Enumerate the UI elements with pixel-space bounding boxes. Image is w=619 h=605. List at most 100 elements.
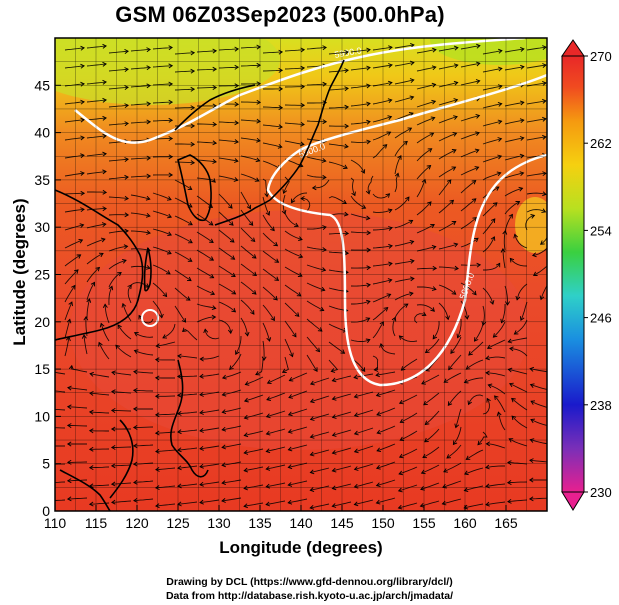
streamline-arrowhead [474, 166, 480, 171]
streamline [354, 445, 374, 453]
streamline [111, 500, 132, 503]
streamline [485, 356, 506, 360]
streamline-arrowhead [266, 337, 272, 342]
x-tick-label: 145 [330, 515, 354, 531]
streamline [485, 483, 506, 487]
streamline-arrowhead [190, 86, 196, 92]
streamline-arrowhead [266, 379, 272, 385]
streamline [508, 438, 528, 447]
streamline [416, 267, 437, 270]
streamline [394, 303, 409, 319]
streamline [482, 103, 502, 109]
streamline [310, 395, 330, 403]
streamline-arrowhead [376, 411, 381, 417]
streamline-arrowhead [199, 499, 204, 505]
streamline [130, 230, 151, 234]
colorbar-body [561, 55, 585, 493]
streamline [67, 497, 88, 500]
streamline [240, 46, 261, 49]
streamline-arrowhead [520, 64, 525, 70]
streamline [438, 179, 452, 196]
streamline [262, 322, 271, 342]
streamline [130, 175, 151, 178]
streamline [284, 212, 299, 227]
streamline-arrowhead [432, 265, 438, 271]
streamline-arrowhead [472, 217, 478, 222]
streamline [310, 503, 330, 509]
streamline [218, 121, 239, 124]
streamline [199, 427, 220, 432]
streamline-arrowhead [399, 418, 405, 424]
streamline-arrowhead [124, 195, 129, 201]
streamline-arrowhead [509, 382, 514, 388]
streamline [438, 166, 456, 178]
streamline-arrowhead [162, 292, 168, 298]
streamline [196, 68, 217, 71]
streamline-arrowhead [100, 237, 106, 243]
streamline [130, 103, 151, 106]
streamline-arrowhead [188, 238, 193, 244]
streamline-arrowhead [410, 258, 415, 264]
typhoon-contour [141, 309, 159, 327]
streamline-arrowhead [394, 172, 400, 178]
streamline-arrowhead [102, 169, 107, 175]
streamline-arrowhead [199, 356, 204, 362]
streamline [350, 317, 370, 323]
streamline-arrowhead [210, 290, 216, 296]
streamline-arrowhead [474, 148, 480, 154]
streamline-arrowhead [471, 180, 477, 185]
streamline [376, 497, 396, 504]
streamline [372, 64, 393, 69]
streamline [86, 81, 107, 85]
streamline [310, 485, 330, 491]
streamline [350, 102, 371, 107]
streamline-arrowhead [46, 388, 50, 392]
streamline-arrowhead [251, 290, 257, 295]
streamline [262, 124, 283, 128]
streamline-arrowhead [102, 79, 107, 85]
x-axis-label: Longitude (degrees) [219, 538, 383, 557]
streamline [372, 355, 379, 371]
streamline-arrowhead [497, 101, 503, 107]
streamline-arrowhead [375, 482, 381, 488]
streamline-arrowhead [431, 286, 437, 291]
streamline-arrowhead [243, 503, 248, 509]
streamline-arrowhead [353, 448, 359, 454]
streamline [394, 79, 414, 85]
streamline [328, 87, 349, 91]
streamline-arrowhead [66, 478, 72, 484]
streamline-arrowhead [209, 238, 214, 244]
y-tick-label: 40 [34, 125, 50, 141]
streamline-arrowhead [110, 481, 116, 487]
streamline-arrowhead [473, 237, 479, 243]
streamline-arrowhead [397, 155, 402, 160]
streamline [529, 459, 547, 463]
streamline-arrowhead [464, 315, 470, 320]
streamline-arrowhead [80, 117, 85, 123]
streamline [526, 136, 546, 141]
streamline [130, 48, 151, 52]
streamline [354, 463, 374, 470]
streamline-arrowhead [234, 64, 240, 70]
streamline [262, 51, 283, 54]
streamline [86, 282, 95, 301]
streamline [152, 228, 172, 236]
streamline [199, 481, 220, 486]
streamline-arrowhead [456, 333, 462, 339]
streamline [155, 503, 176, 507]
streamline [240, 317, 249, 336]
streamline [177, 465, 198, 469]
streamline-arrowhead [234, 158, 239, 163]
streamline-arrowhead [300, 102, 306, 108]
streamline-arrowhead [379, 342, 384, 348]
streamline [504, 66, 524, 71]
streamline [401, 358, 418, 371]
streamline [240, 137, 261, 142]
streamline-arrowhead [133, 497, 138, 503]
streamline-arrowhead [386, 131, 392, 136]
streamline-arrowhead [187, 257, 193, 262]
streamline [64, 319, 71, 339]
streamline [266, 446, 286, 452]
streamline [196, 267, 214, 279]
streamline-arrowhead [542, 171, 547, 177]
